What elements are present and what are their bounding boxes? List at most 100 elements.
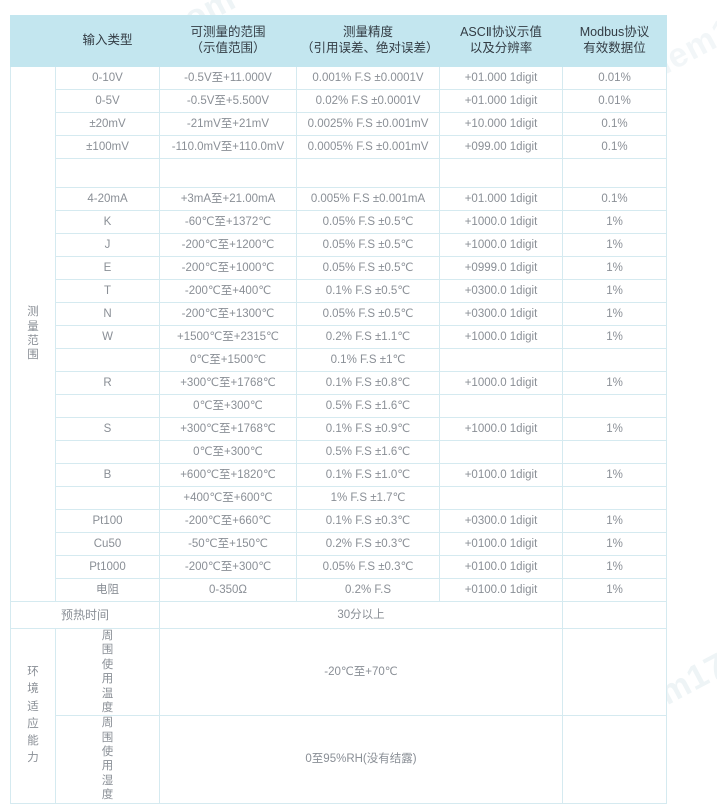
table-row: R +300℃至+1768℃ 0.1% F.S ±0.8℃ +1000.0 1digi… [11, 371, 667, 395]
cell-modbus: 1% [562, 279, 667, 303]
table-row: K -60℃至+1372℃ 0.05% F.S ±0.5℃ +1000.0 1digi… [11, 210, 667, 234]
cell-ascii: +01.000 1digit [439, 187, 563, 211]
table-row: 测量范围 0-10V -0.5V至+11.000V 0.001% F.S ±0.000… [10, 66, 667, 602]
header-accuracy: 测量精度 （引用误差、绝对误差） [296, 15, 440, 67]
group-label-char: 应 [27, 717, 39, 730]
cell-ascii [439, 440, 563, 464]
table-header: 输入类型 可测量的范围 （示值范围） 测量精度 （引用误差、绝对误差） ASCⅡ… [10, 15, 667, 67]
environment-sub-label: 周围使用温度 [55, 627, 160, 717]
cell-type: W [55, 325, 160, 349]
environment-value: 0至95%RH(没有结露) [159, 715, 563, 804]
cell-ascii: +0100.0 1digit [439, 463, 563, 487]
cell-accuracy: 0.1% F.S ±0.9℃ [296, 417, 440, 441]
cell-type: 电阻 [55, 578, 160, 602]
cell-modbus: 1% [562, 325, 667, 349]
cell-range: -200℃至+1300℃ [159, 302, 297, 326]
cell-modbus: 1% [562, 463, 667, 487]
environment-row: 环境适应能力周围使用温度 -20℃至+70℃ [10, 627, 667, 804]
cell-range: +1500℃至+2315℃ [159, 325, 297, 349]
cell-modbus: 0.01% [562, 89, 667, 113]
cell-ascii: +01.000 1digit [439, 66, 563, 90]
cell-modbus: 1% [562, 555, 667, 579]
cell-type: Pt1000 [55, 555, 160, 579]
environment-value: -20℃至+70℃ [159, 627, 563, 717]
cell-type [55, 348, 160, 372]
cell-modbus: 1% [562, 509, 667, 533]
cell-type: T [55, 279, 160, 303]
cell-range: -50℃至+150℃ [159, 532, 297, 556]
cell-range: 0℃至+300℃ [159, 440, 297, 464]
cell-type: B [55, 463, 160, 487]
group-label-char: 量 [27, 320, 39, 333]
group-label-char: 力 [27, 752, 39, 765]
environment-sub-label-char: 温 [101, 687, 114, 700]
cell-range: 0℃至+1500℃ [159, 348, 297, 372]
cell-accuracy: 0.1% F.S ±0.8℃ [296, 371, 440, 395]
cell-ascii: +0300.0 1digit [439, 279, 563, 303]
cell-ascii: +099.00 1digit [439, 135, 563, 159]
header-accuracy-line1: 测量精度 [342, 25, 393, 40]
table-row: 0℃至+300℃ 0.5% F.S ±1.6℃ [11, 440, 667, 464]
cell-ascii: +1000.0 1digit [439, 210, 563, 234]
header-modbus-line1: Modbus协议 [579, 25, 650, 40]
cell-modbus: 1% [562, 256, 667, 280]
cell-ascii [439, 394, 563, 418]
cell-ascii: +1000.0 1digit [439, 233, 563, 257]
cell-modbus: 1% [562, 302, 667, 326]
cell-ascii: +0100.0 1digit [439, 532, 563, 556]
cell-range: -110.0mV至+110.0mV [159, 135, 297, 159]
cell-accuracy: 0.005% F.S ±0.001mA [296, 187, 440, 211]
cell-range: -21mV至+21mV [159, 112, 297, 136]
cell-type: 0-10V [55, 66, 160, 90]
cell-type: N [55, 302, 160, 326]
cell-accuracy: 0.1% F.S ±0.5℃ [296, 279, 440, 303]
cell-accuracy: 0.0025% F.S ±0.001mV [296, 112, 440, 136]
cell-type: S [55, 417, 160, 441]
specification-table: 输入类型 可测量的范围 （示值范围） 测量精度 （引用误差、绝对误差） ASCⅡ… [10, 15, 667, 804]
environment-sub-label-char: 周 [101, 717, 114, 730]
cell-accuracy: 0.02% F.S ±0.0001V [296, 89, 440, 113]
cell-range: -200℃至+1200℃ [159, 233, 297, 257]
cell-ascii: +1000.0 1digit [439, 371, 563, 395]
cell-ascii [439, 158, 563, 188]
cell-type: J [55, 233, 160, 257]
cell-range: -200℃至+1000℃ [159, 256, 297, 280]
cell-type: Pt100 [55, 509, 160, 533]
environment-sub-label-char: 度 [101, 789, 114, 802]
cell-range: +600℃至+1820℃ [159, 463, 297, 487]
cell-ascii: +1000.0 1digit [439, 417, 563, 441]
header-row: 输入类型 可测量的范围 （示值范围） 测量精度 （引用误差、绝对误差） ASCⅡ… [10, 15, 667, 67]
table-row [11, 158, 667, 188]
cell-accuracy [296, 158, 440, 188]
cell-modbus: 0.01% [562, 66, 667, 90]
specification-table-wrapper: 输入类型 可测量的范围 （示值范围） 测量精度 （引用误差、绝对误差） ASCⅡ… [10, 15, 667, 804]
cell-modbus: 1% [562, 371, 667, 395]
preheat-blank [562, 601, 667, 629]
cell-range: -0.5V至+11.000V [159, 66, 297, 90]
cell-modbus: 0.1% [562, 187, 667, 211]
environment-blank [562, 627, 667, 717]
cell-ascii: +0100.0 1digit [439, 578, 563, 602]
table-row: 0℃至+1500℃ 0.1% F.S ±1℃ [11, 348, 667, 372]
environment-sub-label-char: 周 [101, 630, 114, 642]
table-row: S +300℃至+1768℃ 0.1% F.S ±0.9℃ +1000.0 1digi… [11, 417, 667, 441]
header-input-type: 输入类型 [55, 15, 160, 67]
group-label-environment-adaptability: 环境适应能力 [10, 628, 56, 804]
environment-sub-label-char: 使 [101, 746, 114, 758]
cell-range: 0℃至+300℃ [159, 394, 297, 418]
cell-type: ±20mV [55, 112, 160, 136]
cell-type: Cu50 [55, 532, 160, 556]
table-body: 测量范围 0-10V -0.5V至+11.000V 0.001% F.S ±0.000… [10, 66, 667, 804]
cell-accuracy: 0.5% F.S ±1.6℃ [296, 440, 440, 464]
header-range-line1: 可测量的范围 [190, 25, 266, 40]
cell-modbus [562, 440, 667, 464]
cell-type: ±100mV [55, 135, 160, 159]
cell-accuracy: 0.05% F.S ±0.5℃ [296, 210, 440, 234]
table-row: B +600℃至+1820℃ 0.1% F.S ±1.0℃ +0100.0 1digi… [11, 463, 667, 487]
environment-sub-label-char: 使 [101, 658, 114, 671]
cell-modbus: 1% [562, 233, 667, 257]
cell-range [159, 158, 297, 188]
cell-modbus: 1% [562, 532, 667, 556]
cell-range: -60℃至+1372℃ [159, 210, 297, 234]
header-corner [10, 15, 56, 67]
